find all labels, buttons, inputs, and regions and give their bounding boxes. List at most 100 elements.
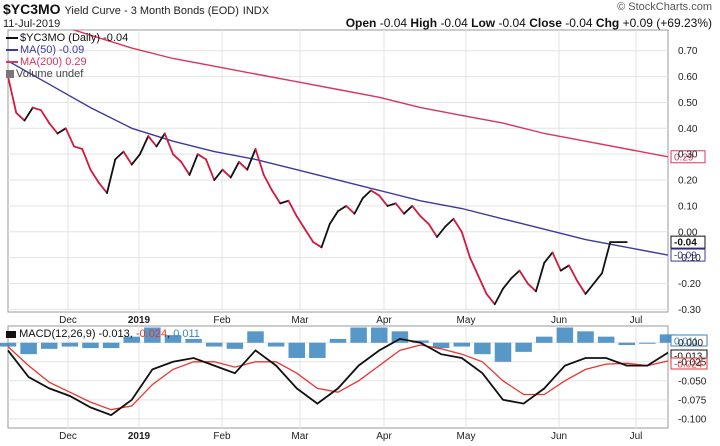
macd-x-tick-label: Jul	[630, 431, 643, 442]
x-tick-label: 2019	[128, 315, 151, 326]
macd-hist-bar	[288, 342, 305, 358]
price-line-segment	[353, 197, 364, 215]
price-line-segment	[436, 225, 447, 238]
price-legend: $YC3MO (Daily) -0.04 MA(50) -0.09 MA(200…	[6, 32, 128, 80]
macd-hist-value: 0.011	[173, 328, 200, 340]
legend-ma200: MA(200) 0.29	[6, 56, 128, 68]
legend-price-swatch	[6, 37, 18, 40]
price-line-segment	[64, 127, 75, 148]
macd-hist-bar	[144, 327, 161, 343]
y-tick-label: -0.20	[678, 279, 701, 290]
price-line-segment	[394, 202, 405, 215]
x-tick-label: Mar	[291, 315, 309, 326]
price-line-segment	[551, 251, 562, 272]
macd-x-tick-label: Feb	[213, 431, 231, 442]
macd-panel-frame	[7, 325, 669, 429]
legend-volume-text: Volume undef	[16, 68, 84, 80]
y-tick-label: 0.30	[678, 150, 698, 161]
price-line-segment	[312, 241, 323, 249]
price-line-segment	[584, 282, 595, 295]
price-line-segment	[493, 287, 504, 306]
price-tag-text: 0.29	[674, 152, 694, 163]
macd-value: -0.013	[98, 328, 130, 340]
price-line-segment	[378, 194, 389, 207]
legend-price-text: $YC3MO (Daily) -0.04	[20, 32, 129, 44]
price-line-segment	[444, 217, 455, 228]
macd-hist-bar	[123, 336, 140, 343]
chg-value: +0.09 (+69.23%)	[622, 16, 712, 30]
macd-hist-bar	[20, 342, 37, 355]
macd-histogram	[0, 327, 677, 362]
y-tick-label: 0.00	[678, 227, 698, 238]
price-line-segment	[31, 106, 42, 112]
y-tick-label: 0.60	[678, 72, 698, 83]
price-line-segment	[559, 264, 570, 272]
macd-line	[7, 337, 669, 417]
price-line-segment	[361, 189, 372, 200]
high-value: -0.04	[440, 16, 468, 30]
price-line-segment	[518, 269, 529, 285]
ticker-description: Yield Curve - 3 Month Bonds (EOD)	[64, 5, 239, 17]
price-line-segment	[592, 272, 603, 285]
y-tick-label: 0.50	[678, 98, 698, 109]
macd-hist-bar	[371, 327, 388, 343]
macd-y-tick-label: -0.100	[678, 414, 707, 425]
price-line-segment	[535, 261, 546, 293]
brand-label: © StockCharts.com	[617, 1, 712, 13]
price-line-segment	[122, 150, 133, 166]
macd-hist-bar	[350, 327, 367, 343]
price-line-segment	[139, 135, 150, 156]
price-tag-text: -0.04	[674, 238, 697, 249]
price-line-segment	[460, 230, 471, 259]
chg-label: Chg	[595, 16, 620, 30]
price-line-segment	[386, 202, 397, 207]
macd-hist-bar	[164, 335, 182, 343]
close-value: -0.04	[565, 16, 593, 30]
macd-hist-bar	[329, 338, 347, 343]
price-line-segment	[73, 145, 84, 150]
price-line-segment	[188, 153, 199, 176]
macd-legend: MACD(12,26,9) -0.013, -0.024, 0.011	[6, 328, 200, 340]
macd-label: MACD(12,26,9)	[19, 328, 96, 340]
price-line-segment	[130, 153, 141, 166]
price-line-segment	[7, 75, 18, 114]
exchange-label: INDX	[242, 5, 270, 17]
y-tick-label: 0.70	[678, 46, 698, 57]
price-line-segment	[180, 161, 191, 176]
price-line-segment	[246, 148, 257, 171]
macd-hist-bar	[247, 331, 264, 343]
price-line-segment	[419, 215, 430, 225]
legend-ma50: MA(50) -0.09	[6, 44, 128, 56]
x-tick-label: Jun	[551, 315, 567, 326]
chart-date: 11-Jul-2019	[3, 18, 61, 30]
macd-x-tick-label: Dec	[59, 431, 77, 442]
price-line-segment	[568, 264, 579, 282]
price-line-segment	[337, 205, 348, 213]
price-line-segment	[452, 217, 463, 233]
price-line-segment	[502, 277, 513, 290]
macd-hist-bar	[639, 342, 656, 344]
price-line-segment	[304, 228, 315, 244]
price-tag-box	[670, 150, 706, 164]
price-line-segment	[370, 189, 381, 197]
macd-x-tick-label: Jun	[551, 431, 567, 442]
macd-hist-bar	[659, 334, 677, 343]
macd-signal-value: -0.024	[135, 328, 168, 340]
macd-y-tick-label: -0.050	[678, 376, 707, 387]
y-tick-label: 0.20	[678, 176, 698, 187]
price-line-segment	[23, 106, 34, 122]
macd-y-tick-label: 0.000	[678, 338, 703, 349]
macd-x-tick-label: May	[457, 431, 476, 442]
price-line-segment	[543, 251, 554, 264]
macd-hist-bar	[61, 342, 79, 347]
price-line-segment	[477, 274, 488, 295]
price-line-segment	[510, 269, 521, 280]
price-line-segment	[601, 241, 612, 275]
macd-signal-line	[7, 344, 669, 411]
macd-hist-bar	[226, 342, 244, 349]
price-line-segment	[106, 158, 117, 194]
price-line-segment	[56, 127, 67, 135]
price-line-segment	[271, 189, 282, 205]
macd-hist-bar	[102, 342, 120, 349]
